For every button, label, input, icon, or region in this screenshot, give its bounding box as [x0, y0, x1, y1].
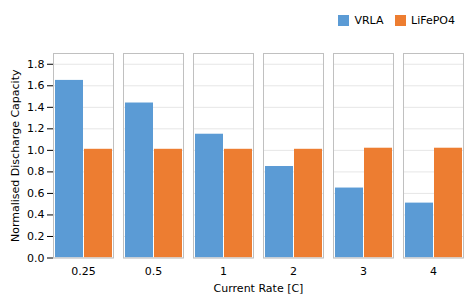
- svg-text:1.0: 1.0: [27, 143, 45, 156]
- svg-text:0.25: 0.25: [71, 264, 96, 277]
- svg-text:2: 2: [290, 264, 297, 277]
- svg-text:0.0: 0.0: [27, 251, 45, 264]
- svg-text:4: 4: [430, 264, 437, 277]
- svg-text:0.6: 0.6: [27, 186, 45, 199]
- svg-text:1.8: 1.8: [27, 57, 45, 70]
- html-text:VRLA: VRLA: [354, 14, 384, 27]
- html-text:LiFePO4: LiFePO4: [411, 14, 455, 27]
- svg-text:1.6: 1.6: [27, 79, 45, 92]
- svg-text:0.8: 0.8: [27, 165, 45, 178]
- svg-text:1.2: 1.2: [27, 122, 45, 135]
- svg-text:0.4: 0.4: [27, 208, 45, 221]
- svg-text:1.4: 1.4: [27, 100, 45, 113]
- svg-text:Current Rate [C]: Current Rate [C]: [214, 282, 304, 295]
- svg-text:0.5: 0.5: [145, 264, 163, 277]
- svg-text:1: 1: [220, 264, 227, 277]
- svg-text:Normalised Discharge Capacity: Normalised Discharge Capacity: [9, 69, 22, 242]
- svg-text:3: 3: [360, 264, 367, 277]
- svg-text:0.2: 0.2: [27, 229, 45, 242]
